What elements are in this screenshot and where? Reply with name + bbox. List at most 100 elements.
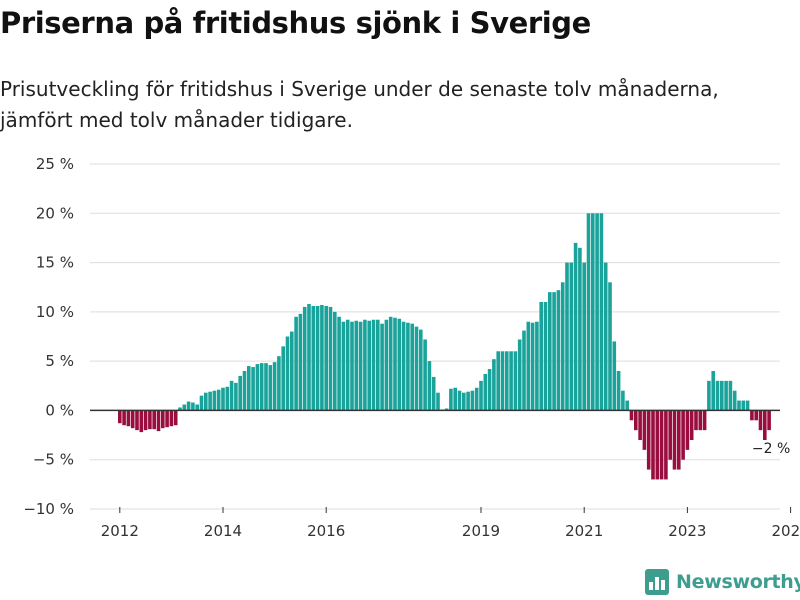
bar [290,331,294,411]
bar [427,361,432,411]
bar [522,330,526,411]
bar [651,410,655,480]
bar [668,410,672,460]
bar [457,390,462,411]
bar [496,351,500,411]
bar [212,390,217,411]
y-tick-label: 0 % [45,401,74,419]
bar [311,305,316,411]
bar [698,410,703,431]
bar [621,390,625,411]
bar [363,319,367,411]
brand-logo: Newsworthy [645,569,800,595]
bar [315,305,320,411]
last-value-annotation: −2 % [752,441,790,457]
bar [139,410,144,433]
bar [655,410,660,480]
x-tick-label: 2019 [462,522,500,540]
bar [380,323,384,411]
bar [169,410,174,427]
bar [513,351,518,411]
bar [216,389,221,411]
bar [199,395,204,411]
bar [414,326,419,411]
x-axis-tick-labels: 2012 2014 2016 2019 2021 2023 2025 [101,507,800,540]
bar [135,410,139,431]
bar [453,387,457,411]
bar [130,410,135,429]
y-tick-label: −10 % [23,500,74,518]
bar [191,402,195,411]
bar [242,371,247,411]
bar [582,262,586,411]
bar [354,320,359,411]
bar [320,304,324,411]
bar [573,242,578,411]
bar [208,391,212,411]
bar [388,316,393,411]
bar [763,410,767,440]
bar [393,317,397,411]
bar [195,404,199,411]
grid-lines [90,163,780,510]
bar [186,401,191,411]
y-tick-label: 10 % [36,303,74,321]
bar [565,262,569,411]
bar [543,302,548,411]
bar [483,373,488,411]
bar [732,390,737,411]
bar [182,404,187,411]
bar [333,311,337,411]
bar [586,213,591,411]
bar [238,375,242,411]
chart-subtitle: Prisutveckling för fritidshus i Sverige … [0,77,719,132]
bar [204,392,208,411]
y-tick-label: 20 % [36,204,74,222]
bar [152,410,156,430]
bar [603,262,608,411]
bar [711,371,715,411]
bar [612,341,617,411]
bar [599,213,604,411]
bar [298,313,303,411]
bar [560,282,565,411]
bar [126,410,131,427]
bar [337,316,341,411]
bar-chart-logo-icon [645,569,669,595]
x-tick-label: 2023 [668,522,706,540]
bar [681,410,685,460]
bar [638,410,642,440]
bar [302,306,307,411]
bar [462,392,466,411]
y-tick-label: −5 % [33,451,74,469]
bar [754,410,758,421]
bar [724,380,728,411]
bar [487,369,492,411]
bar [294,316,298,411]
bar [685,410,690,450]
bar [470,390,475,411]
bar [367,320,371,411]
bar [285,336,290,411]
y-tick-label: 5 % [45,352,74,370]
bar [634,410,638,431]
bar [449,388,453,411]
bar [591,213,595,411]
bar [221,387,225,411]
bar [410,323,414,411]
bar [281,346,285,411]
bar [500,351,505,411]
bar [750,410,754,421]
bar [578,247,582,411]
bar [629,410,634,421]
bar [376,319,380,411]
bar [526,321,531,411]
bar [118,410,122,424]
bar [173,410,178,426]
y-tick-label: 25 % [36,155,74,173]
bar [745,400,750,411]
y-tick-label: 15 % [36,254,74,272]
x-tick-label: 2025 [772,522,800,540]
bar [741,400,746,411]
